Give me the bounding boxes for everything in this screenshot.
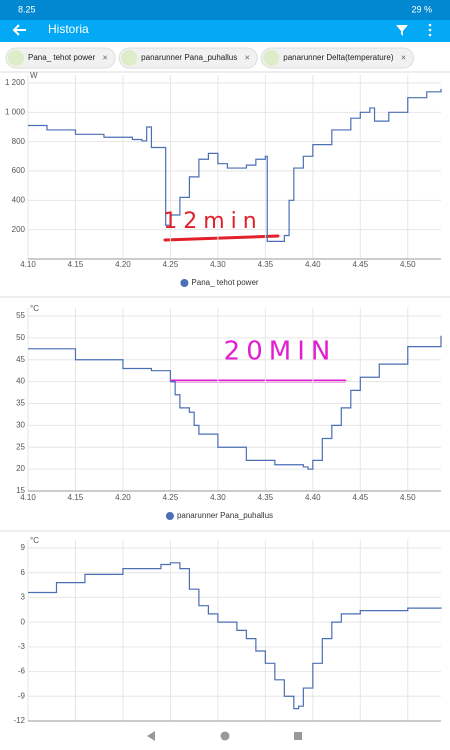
- chart: °C 15 20 25 30 35 40 45 50 55 4.10 4.15 4.20 4.25 4.30…: [16, 304, 442, 520]
- y-tick-label: 25: [16, 442, 25, 451]
- y-tick-label: 1 000: [5, 107, 26, 116]
- x-tick-label: 4.20: [115, 260, 131, 269]
- unit-label: W: [30, 71, 38, 80]
- chip-close: ×: [401, 52, 406, 62]
- page-title: Historia: [48, 22, 89, 36]
- nav-recents[interactable]: [294, 732, 302, 740]
- y-tick-label: 6: [21, 568, 26, 577]
- filter-chips: Pana_ tehot power × panarunner Pana_puhall…: [5, 47, 415, 69]
- clock: 8.25: [18, 4, 36, 14]
- y-tick-label: 15: [16, 486, 25, 495]
- data-line: [28, 335, 442, 470]
- chip-label: panarunner Delta(temperature): [283, 53, 394, 62]
- chip-label: panarunner Pana_puhallus: [141, 53, 237, 62]
- legend-swatch: [165, 512, 174, 520]
- annotation-stroke: [163, 234, 280, 242]
- back-button[interactable]: [12, 24, 26, 36]
- x-tick-label: 4.45: [353, 493, 369, 502]
- unit-label: °C: [30, 304, 39, 313]
- chip-label: Pana_ tehot power: [28, 53, 95, 62]
- x-tick-label: 4.30: [210, 493, 226, 502]
- data-line: [28, 88, 442, 242]
- y-tick-label: 55: [16, 311, 25, 320]
- x-tick-label: 4.25: [163, 260, 179, 269]
- y-tick-label: 600: [12, 166, 26, 175]
- chart: W 200 400 600 800 1 000 1 200 4.10 4.20 4.30 4.40 4…: [5, 71, 442, 287]
- chip[interactable]: Pana_ tehot power ×: [5, 47, 116, 69]
- chip[interactable]: panarunner Delta(temperature) ×: [260, 47, 415, 69]
- annotation: 20MIN: [224, 337, 337, 367]
- app-bar: [0, 20, 450, 42]
- x-tick-label: 4.35: [258, 260, 274, 269]
- x-tick-label: 4.15: [68, 260, 84, 269]
- status-bar: [0, 0, 450, 20]
- y-tick-label: 40: [16, 377, 25, 386]
- x-tick-label: 4.25: [163, 493, 179, 502]
- legend-label: panarunner Pana_puhallus: [177, 511, 273, 520]
- plot: -12 -9 -6 -3 0 3 6 9: [13, 540, 442, 725]
- chip-background: [260, 47, 415, 69]
- x-tick-label: 4.45: [353, 260, 369, 269]
- nav-back[interactable]: [147, 731, 155, 741]
- unit-label: °C: [30, 536, 39, 545]
- battery: 29 %: [411, 4, 432, 14]
- x-tick-label: 4.50: [400, 260, 416, 269]
- chip-icon: [121, 50, 138, 66]
- y-tick-label: 800: [12, 137, 26, 146]
- chip[interactable]: panarunner Pana_puhallus ×: [118, 47, 258, 69]
- data-line: [28, 562, 442, 710]
- annotation: 12min: [163, 209, 262, 234]
- x-tick-label: 4.50: [400, 493, 416, 502]
- x-tick-label: 4.40: [305, 493, 321, 502]
- y-tick-label: -3: [18, 642, 26, 651]
- nav-home[interactable]: [220, 731, 230, 741]
- menu-button[interactable]: [428, 23, 432, 37]
- x-tick-label: 4.10: [20, 260, 36, 269]
- y-tick-label: 200: [12, 225, 26, 234]
- legend-label: Pana_ tehot power: [191, 278, 258, 287]
- y-tick-label: -12: [13, 716, 25, 725]
- y-tick-label: -6: [18, 667, 26, 676]
- y-tick-label: 9: [21, 543, 26, 552]
- filter-button[interactable]: [396, 25, 408, 36]
- chart: -12 -9 -6 -3 0 3 6 9 °C: [13, 536, 442, 725]
- y-tick-label: 1 200: [5, 78, 26, 87]
- y-tick-label: 50: [16, 333, 25, 342]
- y-tick-label: 20: [16, 464, 25, 473]
- y-tick-label: 400: [12, 195, 26, 204]
- chip-background: [118, 47, 258, 69]
- y-tick-label: 0: [21, 617, 26, 626]
- x-tick-label: 4.10: [20, 493, 36, 502]
- chip-close: ×: [103, 52, 108, 62]
- y-tick-label: 45: [16, 355, 25, 364]
- y-tick-label: 30: [16, 420, 25, 429]
- chip-icon: [8, 50, 24, 66]
- x-tick-label: 4.40: [305, 260, 321, 269]
- y-tick-label: 3: [21, 593, 26, 602]
- chip-background: [5, 47, 116, 69]
- legend-swatch: [180, 279, 189, 287]
- y-tick-label: -9: [18, 691, 26, 700]
- x-tick-label: 4.20: [115, 493, 131, 502]
- x-tick-label: 4.15: [68, 493, 84, 502]
- chip-icon: [263, 50, 280, 66]
- x-tick-label: 4.30: [210, 260, 226, 269]
- x-tick-label: 4.35: [258, 493, 274, 502]
- chip-close: ×: [245, 52, 250, 62]
- y-tick-label: 35: [16, 399, 25, 408]
